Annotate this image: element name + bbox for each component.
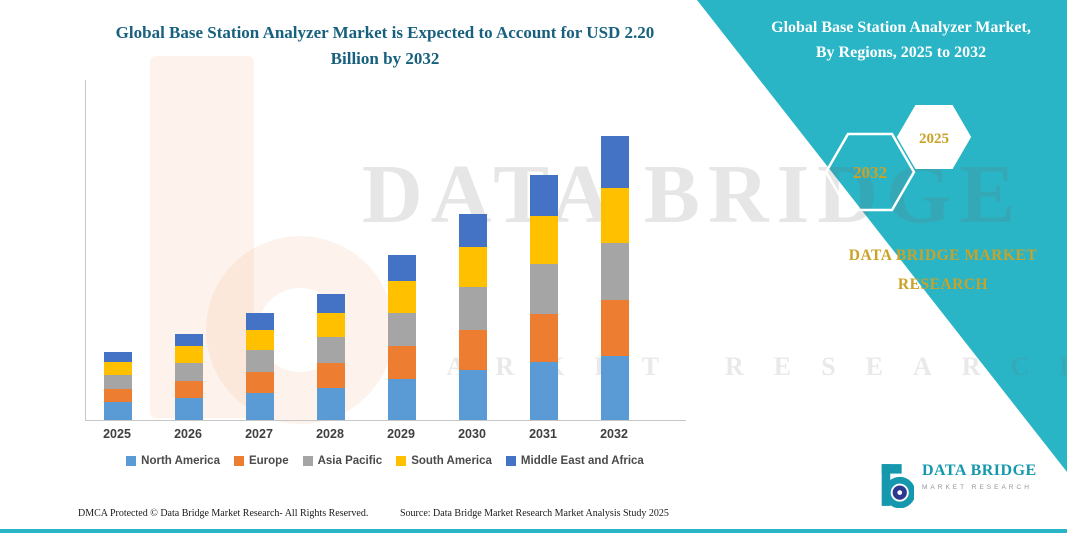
legend-swatch-south-america bbox=[396, 456, 407, 466]
bar-segment-middle-east-and-africa-2032 bbox=[601, 136, 629, 188]
hexagon-2025-label: 2025 bbox=[919, 131, 949, 147]
banner-brand-line1: DATA BRIDGE MARKET bbox=[848, 247, 1038, 264]
banner-brand-line2: RESEARCH bbox=[897, 276, 989, 294]
bar-segment-south-america-2032 bbox=[601, 187, 629, 244]
bar-segment-middle-east-and-africa-2030 bbox=[459, 213, 487, 248]
x-axis-label-2031: 2031 bbox=[529, 427, 557, 441]
legend-item-north-america: North America bbox=[126, 455, 220, 467]
hexagon-2032-icon bbox=[824, 132, 916, 212]
banner-title-line2: By Regions, 2025 to 2032 bbox=[815, 43, 987, 61]
x-axis-label-2026: 2026 bbox=[174, 427, 202, 441]
logo-name: DATA BRIDGE bbox=[922, 462, 1037, 479]
bar-segment-europe-2025 bbox=[104, 389, 132, 402]
data-bridge-logo: DATA BRIDGE MARKET RESEARCH bbox=[876, 462, 1037, 508]
chart-title: Global Base Station Analyzer Market is E… bbox=[75, 20, 695, 71]
bar-segment-asia-pacific-2031 bbox=[530, 263, 558, 315]
legend-swatch-middle-east-and-africa bbox=[505, 456, 516, 466]
bar-segment-middle-east-and-africa-2031 bbox=[530, 174, 558, 217]
x-axis-label-2027: 2027 bbox=[245, 427, 273, 441]
bar-segment-south-america-2028 bbox=[317, 312, 345, 338]
x-axis-label-2025: 2025 bbox=[103, 427, 131, 441]
year-hexagons: 2032 2025 bbox=[824, 105, 972, 212]
banner-brand-text: DATA BRIDGE MARKET RESEARCH bbox=[815, 241, 1067, 300]
bar-segment-north-america-2032 bbox=[601, 355, 629, 420]
bar-segment-europe-2030 bbox=[459, 329, 487, 370]
bar-segment-europe-2028 bbox=[317, 363, 345, 388]
bar-segment-south-america-2026 bbox=[175, 346, 203, 364]
watermark-market-research: MARKET RESEARCH bbox=[392, 352, 1067, 381]
bar-segment-asia-pacific-2032 bbox=[601, 243, 629, 301]
legend-label-europe: Europe bbox=[248, 455, 289, 467]
bar-segment-asia-pacific-2027 bbox=[246, 350, 274, 373]
bar-segment-north-america-2025 bbox=[104, 401, 132, 420]
bar-segment-asia-pacific-2026 bbox=[175, 363, 203, 382]
data-bridge-logo-icon bbox=[881, 464, 914, 508]
legend-label-middle-east-and-africa: Middle East and Africa bbox=[520, 455, 644, 467]
chart-title-line1: Global Base Station Analyzer Market is E… bbox=[115, 23, 655, 42]
bar-segment-middle-east-and-africa-2026 bbox=[175, 333, 203, 347]
bar-segment-middle-east-and-africa-2029 bbox=[388, 254, 416, 281]
legend-item-middle-east-and-africa: Middle East and Africa bbox=[505, 455, 644, 467]
chart-legend: North America Europe Asia Pacific South Ame… bbox=[85, 455, 685, 467]
bar-segment-middle-east-and-africa-2028 bbox=[317, 293, 345, 313]
bar-segment-north-america-2027 bbox=[246, 392, 274, 420]
x-axis-label-2028: 2028 bbox=[316, 427, 344, 441]
x-axis-label-2030: 2030 bbox=[458, 427, 486, 441]
bar-segment-europe-2032 bbox=[601, 300, 629, 356]
plot-area bbox=[85, 80, 686, 421]
hexagon-2025-icon bbox=[896, 105, 972, 169]
data-bridge-logo-text: DATA BRIDGE MARKET RESEARCH bbox=[922, 462, 1037, 491]
bar-segment-asia-pacific-2025 bbox=[104, 374, 132, 390]
bar-segment-europe-2026 bbox=[175, 381, 203, 399]
legend-label-south-america: South America bbox=[411, 455, 492, 467]
bar-segment-north-america-2026 bbox=[175, 398, 203, 420]
legend-swatch-europe bbox=[233, 456, 244, 466]
x-axis-label-2032: 2032 bbox=[600, 427, 628, 441]
bar-segment-europe-2029 bbox=[388, 346, 416, 379]
footer-source-text: Source: Data Bridge Market Research Mark… bbox=[400, 508, 669, 519]
bar-segment-south-america-2027 bbox=[246, 329, 274, 351]
bar-segment-asia-pacific-2029 bbox=[388, 312, 416, 347]
chart-title-line2: Billion by 2032 bbox=[330, 48, 440, 68]
x-axis-label-2029: 2029 bbox=[387, 427, 415, 441]
legend-item-asia-pacific: Asia Pacific bbox=[302, 455, 383, 467]
bar-segment-middle-east-and-africa-2025 bbox=[104, 351, 132, 362]
footer-dmca-text: DMCA Protected © Data Bridge Market Rese… bbox=[78, 508, 369, 519]
bar-segment-south-america-2030 bbox=[459, 247, 487, 288]
legend-item-europe: Europe bbox=[233, 455, 289, 467]
bar-segment-north-america-2029 bbox=[388, 378, 416, 420]
bar-segment-asia-pacific-2028 bbox=[317, 337, 345, 364]
bar-segment-north-america-2030 bbox=[459, 369, 487, 420]
banner-title: Global Base Station Analyzer Market, By … bbox=[735, 16, 1067, 66]
x-axis-labels: 2025 2026 2027 2028 2029 2030 2031 2032 bbox=[85, 427, 685, 445]
logo-subtitle: MARKET RESEARCH bbox=[922, 484, 1032, 491]
bar-segment-south-america-2025 bbox=[104, 361, 132, 375]
bar-segment-south-america-2029 bbox=[388, 280, 416, 313]
bar-segment-south-america-2031 bbox=[530, 216, 558, 264]
legend-swatch-north-america bbox=[126, 456, 137, 466]
bar-segment-europe-2031 bbox=[530, 314, 558, 362]
bar-segment-middle-east-and-africa-2027 bbox=[246, 312, 274, 330]
banner-title-line1: Global Base Station Analyzer Market, bbox=[771, 19, 1031, 36]
legend-item-south-america: South America bbox=[396, 455, 492, 467]
bar-segment-north-america-2031 bbox=[530, 361, 558, 420]
hexagon-2032-label: 2032 bbox=[853, 163, 887, 182]
bar-segment-north-america-2028 bbox=[317, 387, 345, 420]
bar-segment-europe-2027 bbox=[246, 372, 274, 393]
legend-label-north-america: North America bbox=[141, 455, 220, 467]
legend-swatch-asia-pacific bbox=[302, 456, 313, 466]
bar-segment-asia-pacific-2030 bbox=[459, 287, 487, 330]
legend-label-asia-pacific: Asia Pacific bbox=[317, 455, 383, 467]
bottom-teal-strip bbox=[0, 529, 1067, 533]
